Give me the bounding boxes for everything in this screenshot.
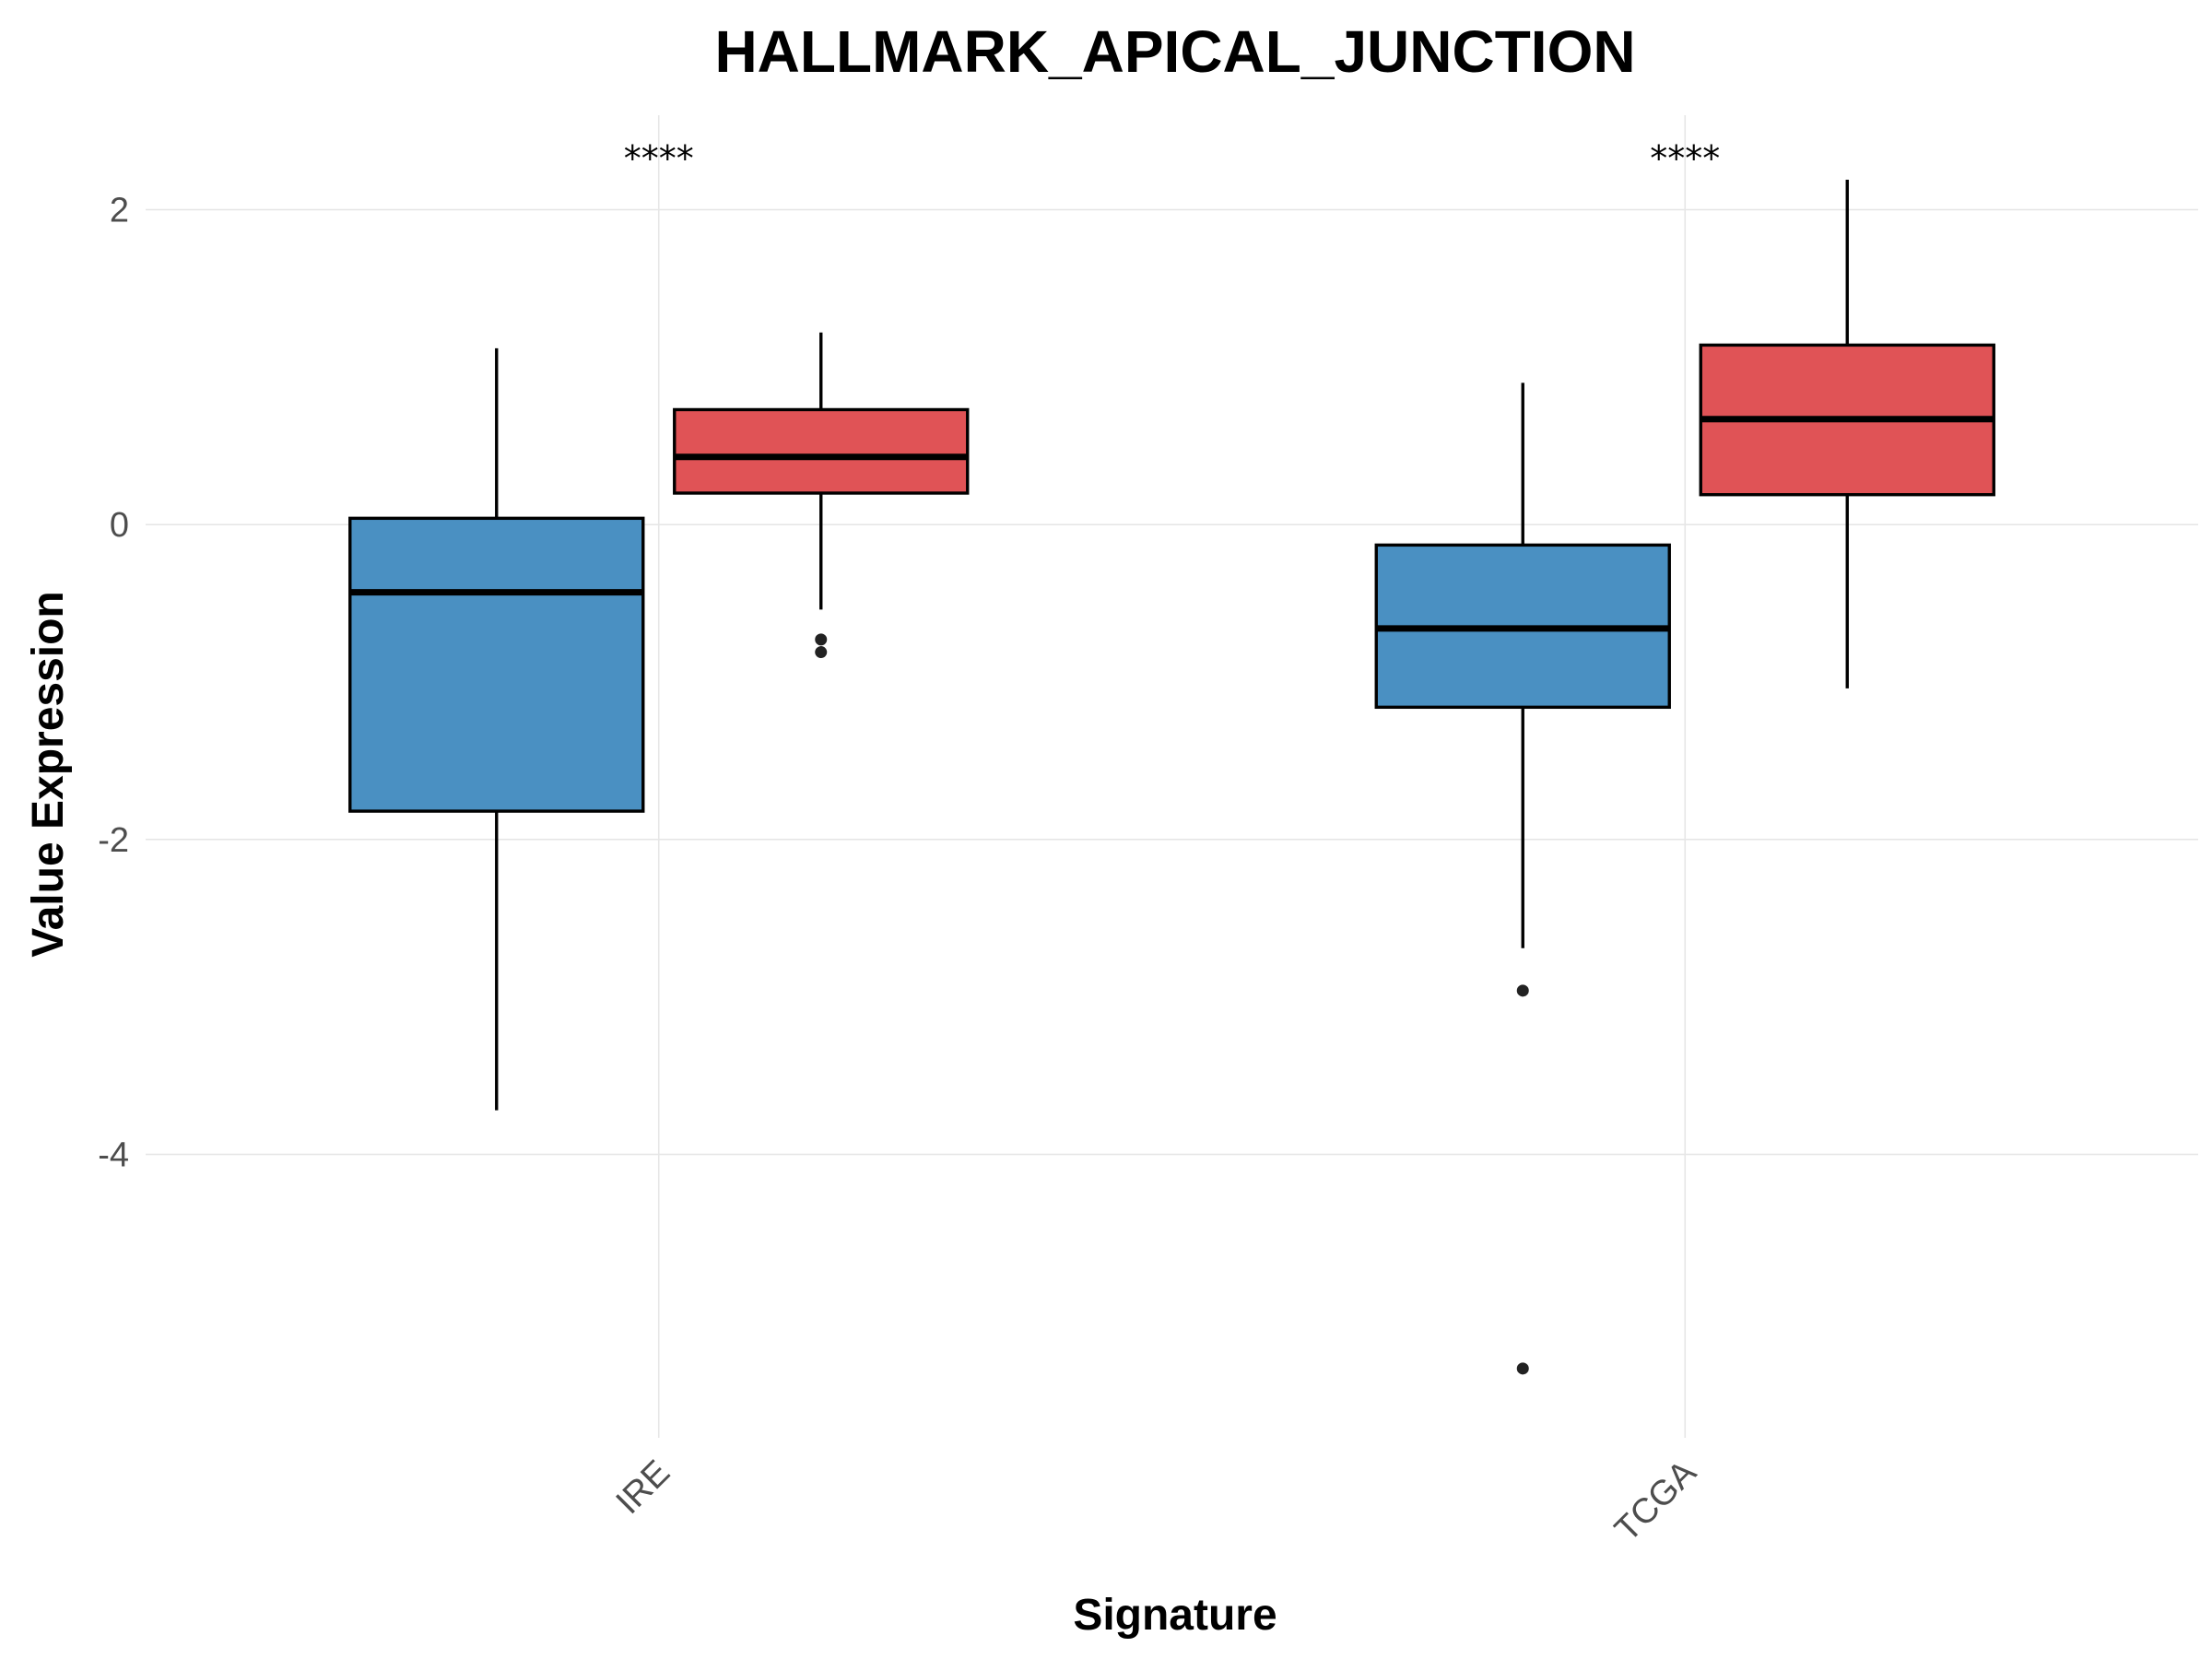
box-layer (348, 180, 1995, 1375)
box-tcga-2 (1699, 180, 1995, 688)
x-axis-title: Signature (1073, 1591, 1277, 1640)
label-layer: 2 0 -2 -4 IRE **** TCGA **** (98, 138, 1720, 1549)
x-tick-label: IRE (609, 1453, 678, 1523)
y-tick-label: -4 (98, 1136, 129, 1175)
significance-label: **** (624, 138, 694, 179)
box-body (673, 407, 970, 495)
y-tick-label: -2 (98, 821, 129, 860)
box-ire-1 (348, 347, 645, 1111)
chart-title: HALLMARK_APICAL_JUNCTION (714, 18, 1635, 85)
significance-label: **** (1650, 138, 1720, 179)
box-ire-2 (673, 332, 970, 659)
x-tick-label: TCGA (1607, 1453, 1704, 1549)
y-axis-title: Value Expression (24, 591, 73, 958)
y-tick-label: 0 (110, 506, 129, 545)
box-tcga-1 (1374, 382, 1671, 1375)
outlier-point (815, 633, 828, 646)
outlier-point (1516, 984, 1529, 997)
outlier-point (1516, 1362, 1529, 1375)
box-body (348, 516, 645, 813)
outlier-point (815, 646, 828, 659)
y-tick-label: 2 (110, 192, 129, 230)
